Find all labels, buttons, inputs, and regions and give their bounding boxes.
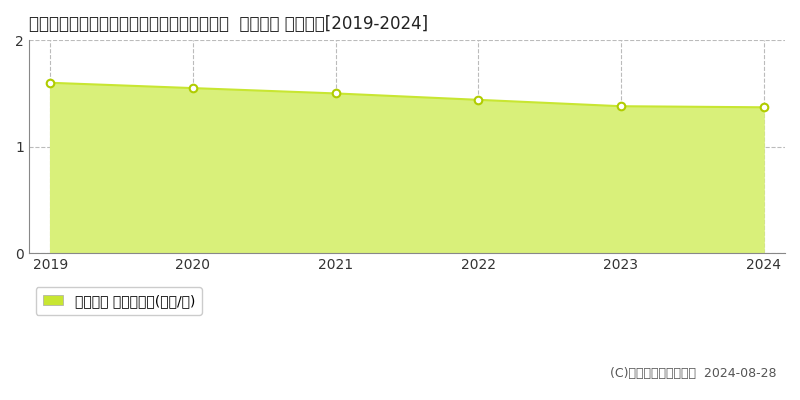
Point xyxy=(329,90,342,97)
Point xyxy=(472,97,485,103)
Text: 兵庫県佐用郡佐用町三原字前田１４９番３外  地価公示 地価推移[2019-2024]: 兵庫県佐用郡佐用町三原字前田１４９番３外 地価公示 地価推移[2019-2024… xyxy=(29,15,428,33)
Point xyxy=(614,103,627,110)
Point xyxy=(757,104,770,110)
Point xyxy=(186,85,199,91)
Legend: 地価公示 平均坪単価(万円/坪): 地価公示 平均坪単価(万円/坪) xyxy=(36,287,202,315)
Point xyxy=(44,80,57,86)
Text: (C)土地価格ドットコム  2024-08-28: (C)土地価格ドットコム 2024-08-28 xyxy=(610,367,776,380)
